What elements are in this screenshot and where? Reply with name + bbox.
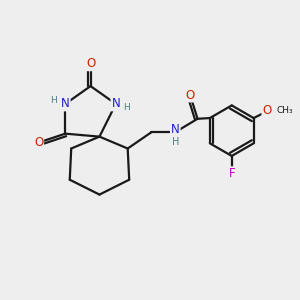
Text: H: H [172, 137, 179, 147]
Text: F: F [228, 167, 235, 180]
Text: O: O [185, 88, 195, 101]
Text: O: O [262, 104, 272, 117]
Text: H: H [123, 103, 130, 112]
Text: O: O [34, 136, 43, 149]
Text: O: O [86, 57, 95, 70]
Text: N: N [61, 98, 70, 110]
Text: N: N [111, 98, 120, 110]
Text: CH₃: CH₃ [277, 106, 293, 115]
Text: H: H [51, 96, 57, 105]
Text: N: N [171, 123, 180, 136]
